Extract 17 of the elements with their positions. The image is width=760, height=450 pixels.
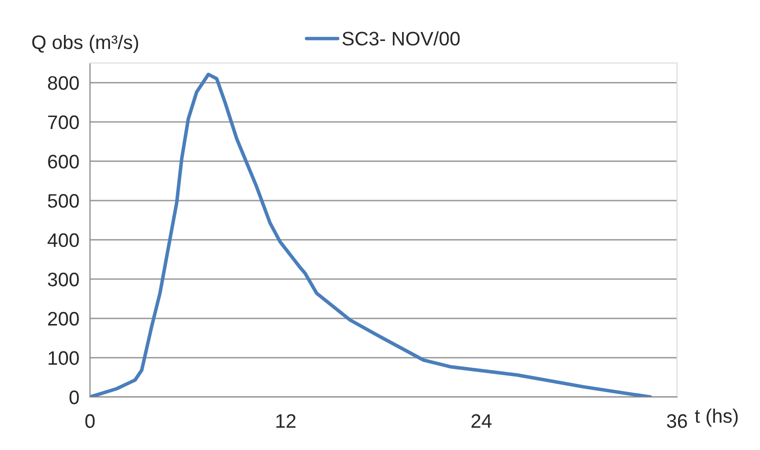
y-tick-label: 800 [48,76,79,90]
y-tick-label: 100 [48,351,79,365]
y-tick-label: 200 [48,312,79,326]
x-axis-title: t (hs) [694,408,738,427]
legend-label: SC3- NOV/00 [342,31,460,46]
y-tick-label: 0 [70,390,79,404]
y-tick-label: 700 [48,115,79,130]
x-tick-label: 24 [472,414,492,428]
x-tick-label: 12 [276,414,296,428]
y-tick-label: 300 [48,272,79,286]
x-tick-label: 0 [85,414,95,428]
line-series [90,72,652,397]
y-tick-label: 400 [48,233,79,248]
y-tick-label: 600 [48,154,79,168]
y-axis-title: Q obs (m³/s) [32,34,138,53]
y-tick-label: 500 [48,194,79,208]
x-tick-label: 36 [666,414,687,428]
